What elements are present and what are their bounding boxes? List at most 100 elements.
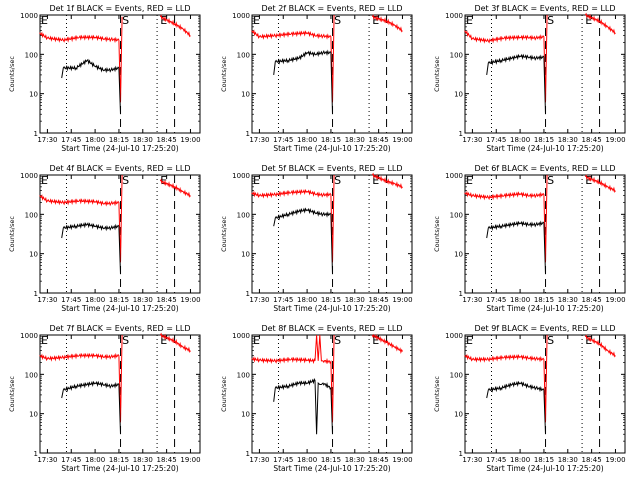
chart-panel: Det 7f BLACK = Events, RED = LLD 1 10 100 10… — [8, 324, 201, 473]
x-tick-label: 18:30 — [558, 456, 578, 464]
chart-title: Det 2f BLACK = Events, RED = LLD — [261, 4, 402, 13]
marker-label: E — [585, 14, 592, 27]
x-tick-label: 18:30 — [133, 296, 153, 304]
chart-panel: Det 1f BLACK = Events, RED = LLD 1 10 100 10… — [8, 4, 201, 153]
x-axis-label: Start Time (24-Jul-10 17:25:20) — [486, 304, 603, 313]
y-tick-label: 1 — [246, 290, 250, 298]
y-tick-label: 10 — [241, 411, 250, 419]
marker-label: E — [372, 334, 379, 347]
chart-title: Det 1f BLACK = Events, RED = LLD — [49, 4, 190, 13]
y-tick-label: 1000 — [232, 172, 250, 180]
x-tick-label: 17:30 — [249, 136, 269, 144]
marker-label: S — [122, 334, 129, 347]
lld-series-line — [39, 332, 191, 423]
x-tick-label: 18:00 — [85, 296, 105, 304]
marker-label: E — [41, 334, 48, 347]
x-tick-label: 17:45 — [273, 296, 293, 304]
y-tick-label: 1 — [34, 450, 38, 458]
x-tick-label: 18:30 — [133, 136, 153, 144]
plot-frame — [464, 14, 626, 134]
plot-frame — [251, 174, 413, 294]
x-tick-label: 19:00 — [180, 296, 200, 304]
plot-frame — [39, 174, 201, 294]
y-axis-label: Counts/sec — [433, 216, 441, 252]
x-tick-label: 18:15 — [534, 136, 554, 144]
x-tick-label: 17:30 — [462, 136, 482, 144]
y-tick-label: 100 — [25, 211, 38, 219]
x-axis-label: Start Time (24-Jul-10 17:25:20) — [486, 464, 603, 473]
y-tick-label: 100 — [450, 51, 463, 59]
events-series-line — [61, 222, 121, 275]
events-series-line — [273, 49, 333, 115]
y-tick-label: 100 — [237, 211, 250, 219]
x-tick-label: 19:00 — [180, 456, 200, 464]
x-tick-label: 17:30 — [249, 296, 269, 304]
x-axis-label: Start Time (24-Jul-10 17:25:20) — [273, 144, 390, 153]
marker-label: S — [122, 174, 129, 187]
lld-series-line — [39, 14, 191, 103]
x-axis-label: Start Time (24-Jul-10 17:25:20) — [273, 304, 390, 313]
y-tick-label: 1000 — [445, 12, 463, 20]
y-tick-label: 1000 — [445, 332, 463, 340]
x-tick-label: 18:00 — [510, 296, 530, 304]
lld-series-line — [464, 12, 616, 103]
x-tick-label: 18:45 — [157, 136, 177, 144]
x-tick-label: 17:45 — [486, 136, 506, 144]
chart-title: Det 4f BLACK = Events, RED = LLD — [49, 164, 190, 173]
x-tick-label: 18:15 — [534, 296, 554, 304]
events-series-line — [273, 378, 333, 435]
y-tick-label: 10 — [29, 251, 38, 259]
x-tick-label: 19:00 — [180, 136, 200, 144]
x-tick-label: 18:00 — [85, 136, 105, 144]
y-tick-label: 10 — [454, 91, 463, 99]
x-tick-label: 18:30 — [558, 136, 578, 144]
x-tick-label: 19:00 — [392, 296, 412, 304]
marker-label: E — [253, 174, 260, 187]
events-series-line — [486, 220, 546, 275]
x-tick-label: 18:30 — [345, 456, 365, 464]
y-tick-label: 1000 — [20, 172, 38, 180]
x-tick-label: 18:00 — [85, 456, 105, 464]
lld-series-line — [464, 174, 616, 263]
marker-label: E — [585, 334, 592, 347]
x-tick-label: 18:30 — [345, 136, 365, 144]
y-tick-label: 10 — [29, 411, 38, 419]
y-tick-label: 1 — [459, 130, 463, 138]
chart-panel: Det 3f BLACK = Events, RED = LLD 1 10 100 10… — [433, 4, 626, 153]
y-axis-label: Counts/sec — [8, 56, 16, 92]
chart-title: Det 7f BLACK = Events, RED = LLD — [49, 324, 190, 333]
x-tick-label: 18:45 — [157, 456, 177, 464]
marker-label: E — [466, 14, 473, 27]
chart-panel: Det 9f BLACK = Events, RED = LLD 1 10 100 10… — [433, 324, 626, 473]
y-axis-label: Counts/sec — [433, 376, 441, 412]
y-axis-label: Counts/sec — [220, 376, 228, 412]
chart-title: Det 6f BLACK = Events, RED = LLD — [474, 164, 615, 173]
x-tick-label: 19:00 — [605, 136, 625, 144]
x-tick-label: 17:45 — [61, 456, 81, 464]
y-tick-label: 1 — [246, 130, 250, 138]
lld-series-line — [251, 14, 403, 103]
chart-title: Det 9f BLACK = Events, RED = LLD — [474, 324, 615, 333]
y-tick-label: 1000 — [232, 12, 250, 20]
x-tick-label: 18:00 — [297, 456, 317, 464]
x-tick-label: 18:30 — [345, 296, 365, 304]
x-tick-label: 18:45 — [369, 136, 389, 144]
x-tick-label: 17:30 — [249, 456, 269, 464]
marker-label: S — [334, 334, 341, 347]
x-tick-label: 18:45 — [369, 296, 389, 304]
marker-label: E — [160, 14, 167, 27]
x-tick-label: 18:15 — [109, 136, 129, 144]
x-tick-label: 17:45 — [61, 136, 81, 144]
x-tick-label: 17:30 — [37, 296, 57, 304]
y-axis-label: Counts/sec — [433, 56, 441, 92]
x-tick-label: 18:45 — [582, 296, 602, 304]
y-tick-label: 1000 — [20, 12, 38, 20]
y-tick-label: 100 — [237, 371, 250, 379]
marker-label: S — [122, 14, 129, 27]
chart-panel: Det 2f BLACK = Events, RED = LLD 1 10 100 10… — [220, 4, 413, 153]
x-tick-label: 18:00 — [510, 136, 530, 144]
x-tick-label: 18:45 — [582, 136, 602, 144]
x-axis-label: Start Time (24-Jul-10 17:25:20) — [61, 304, 178, 313]
marker-label: E — [41, 14, 48, 27]
